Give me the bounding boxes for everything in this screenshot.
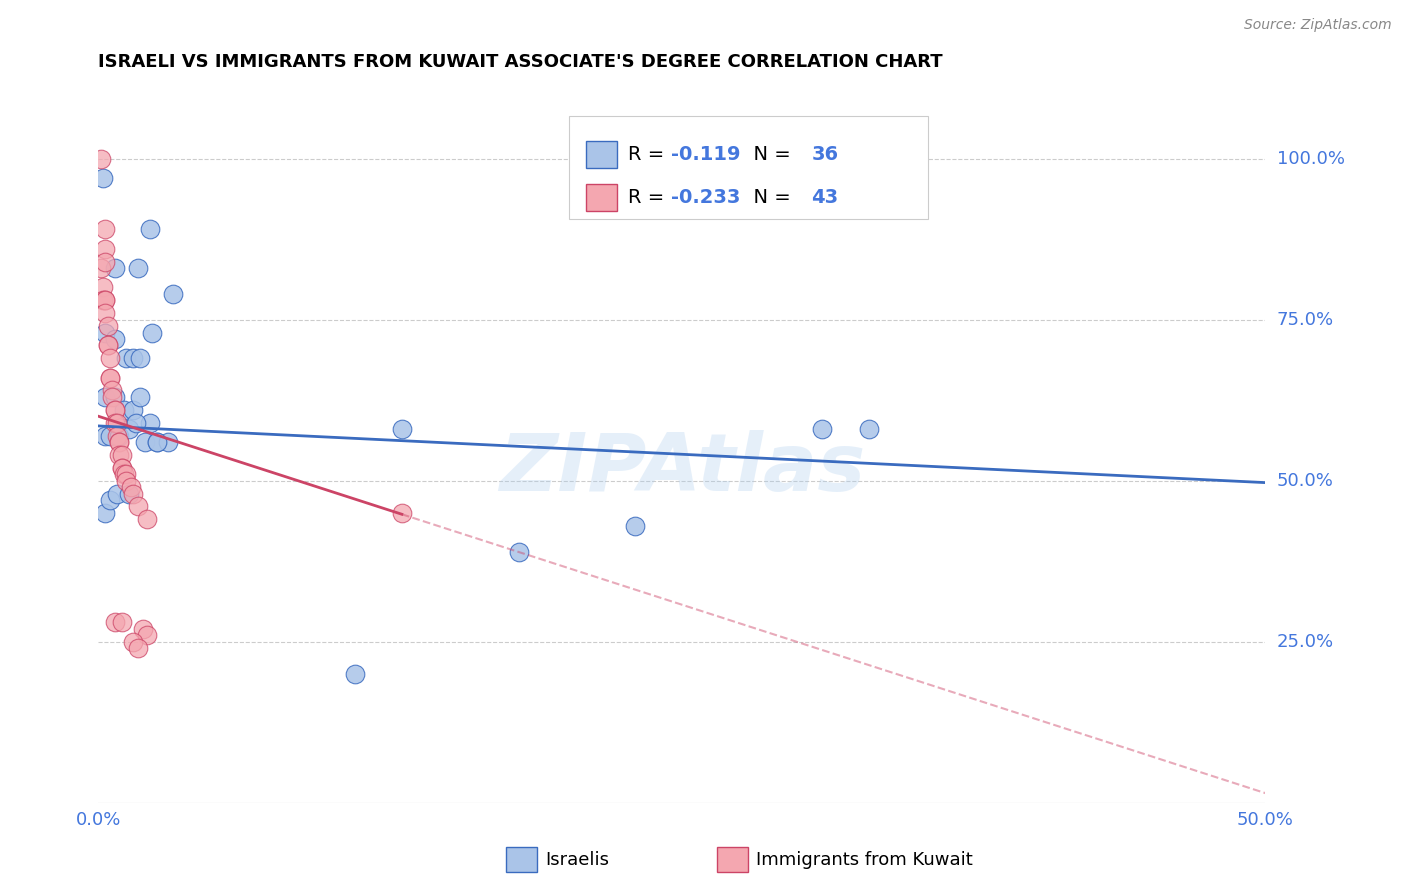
Point: [146, 435, 169, 450]
Text: ZIPAtlas: ZIPAtlas: [499, 430, 865, 508]
Point: [111, 448, 134, 462]
Text: 50.0%: 50.0%: [1277, 472, 1333, 490]
Point: [108, 435, 131, 450]
Point: [97, 319, 120, 334]
Point: [344, 667, 367, 681]
Point: [125, 416, 148, 430]
Point: [132, 622, 155, 636]
Point: [94, 242, 117, 256]
Point: [108, 448, 131, 462]
Text: -0.119: -0.119: [671, 145, 740, 164]
Point: [127, 641, 149, 656]
Point: [122, 486, 145, 500]
Text: 25.0%: 25.0%: [1277, 632, 1334, 651]
Point: [115, 474, 138, 488]
Point: [811, 422, 834, 436]
Point: [122, 402, 145, 417]
Point: [94, 293, 117, 308]
Text: N =: N =: [741, 145, 797, 164]
Point: [98, 370, 121, 384]
Point: [94, 222, 117, 236]
Point: [122, 351, 145, 366]
Point: [129, 390, 152, 404]
Text: 36: 36: [811, 145, 838, 164]
Text: ISRAELI VS IMMIGRANTS FROM KUWAIT ASSOCIATE'S DEGREE CORRELATION CHART: ISRAELI VS IMMIGRANTS FROM KUWAIT ASSOCI…: [98, 54, 943, 71]
Point: [104, 261, 127, 276]
Point: [108, 435, 131, 450]
Point: [91, 293, 114, 308]
Point: [141, 326, 163, 340]
Point: [129, 351, 152, 366]
Point: [122, 634, 145, 648]
Point: [108, 428, 131, 442]
Point: [111, 460, 134, 475]
Point: [136, 512, 159, 526]
Point: [94, 390, 117, 404]
Point: [105, 428, 128, 442]
Text: Immigrants from Kuwait: Immigrants from Kuwait: [756, 851, 973, 869]
Point: [127, 500, 149, 514]
Point: [98, 370, 121, 384]
Point: [139, 416, 162, 430]
Point: [136, 628, 159, 642]
Text: -0.233: -0.233: [671, 188, 740, 207]
Point: [157, 435, 180, 450]
Point: [104, 402, 127, 417]
Point: [118, 422, 141, 436]
Point: [104, 402, 127, 417]
Point: [115, 351, 138, 366]
Point: [97, 338, 120, 352]
Point: [391, 422, 413, 436]
Point: [94, 254, 117, 268]
Point: [146, 435, 169, 450]
Point: [104, 416, 127, 430]
Point: [118, 486, 141, 500]
Point: [111, 460, 134, 475]
Point: [101, 390, 124, 404]
Point: [105, 486, 128, 500]
Text: N =: N =: [741, 188, 797, 207]
Text: R =: R =: [628, 188, 671, 207]
Point: [139, 222, 162, 236]
Point: [94, 326, 117, 340]
Point: [91, 170, 114, 185]
Point: [104, 390, 127, 404]
Point: [134, 435, 156, 450]
Point: [112, 402, 135, 417]
Point: [98, 493, 121, 508]
Point: [104, 332, 127, 346]
Point: [91, 280, 114, 294]
Text: 75.0%: 75.0%: [1277, 310, 1334, 328]
Point: [508, 544, 530, 558]
Point: [94, 506, 117, 520]
Point: [127, 261, 149, 276]
Text: Source: ZipAtlas.com: Source: ZipAtlas.com: [1244, 18, 1392, 32]
Point: [858, 422, 880, 436]
Point: [98, 351, 121, 366]
Point: [120, 480, 142, 494]
Text: R =: R =: [628, 145, 671, 164]
Point: [98, 428, 121, 442]
Point: [162, 286, 184, 301]
Point: [105, 416, 128, 430]
Point: [112, 467, 135, 482]
Point: [115, 467, 138, 482]
Point: [90, 152, 112, 166]
Point: [391, 506, 413, 520]
Point: [111, 615, 134, 630]
Point: [94, 306, 117, 320]
Text: 100.0%: 100.0%: [1277, 150, 1344, 168]
Point: [94, 428, 117, 442]
Point: [94, 293, 117, 308]
Point: [90, 261, 112, 276]
Point: [104, 615, 127, 630]
Text: Israelis: Israelis: [546, 851, 610, 869]
Point: [624, 518, 647, 533]
Point: [101, 384, 124, 398]
Point: [97, 338, 120, 352]
Text: 43: 43: [811, 188, 838, 207]
